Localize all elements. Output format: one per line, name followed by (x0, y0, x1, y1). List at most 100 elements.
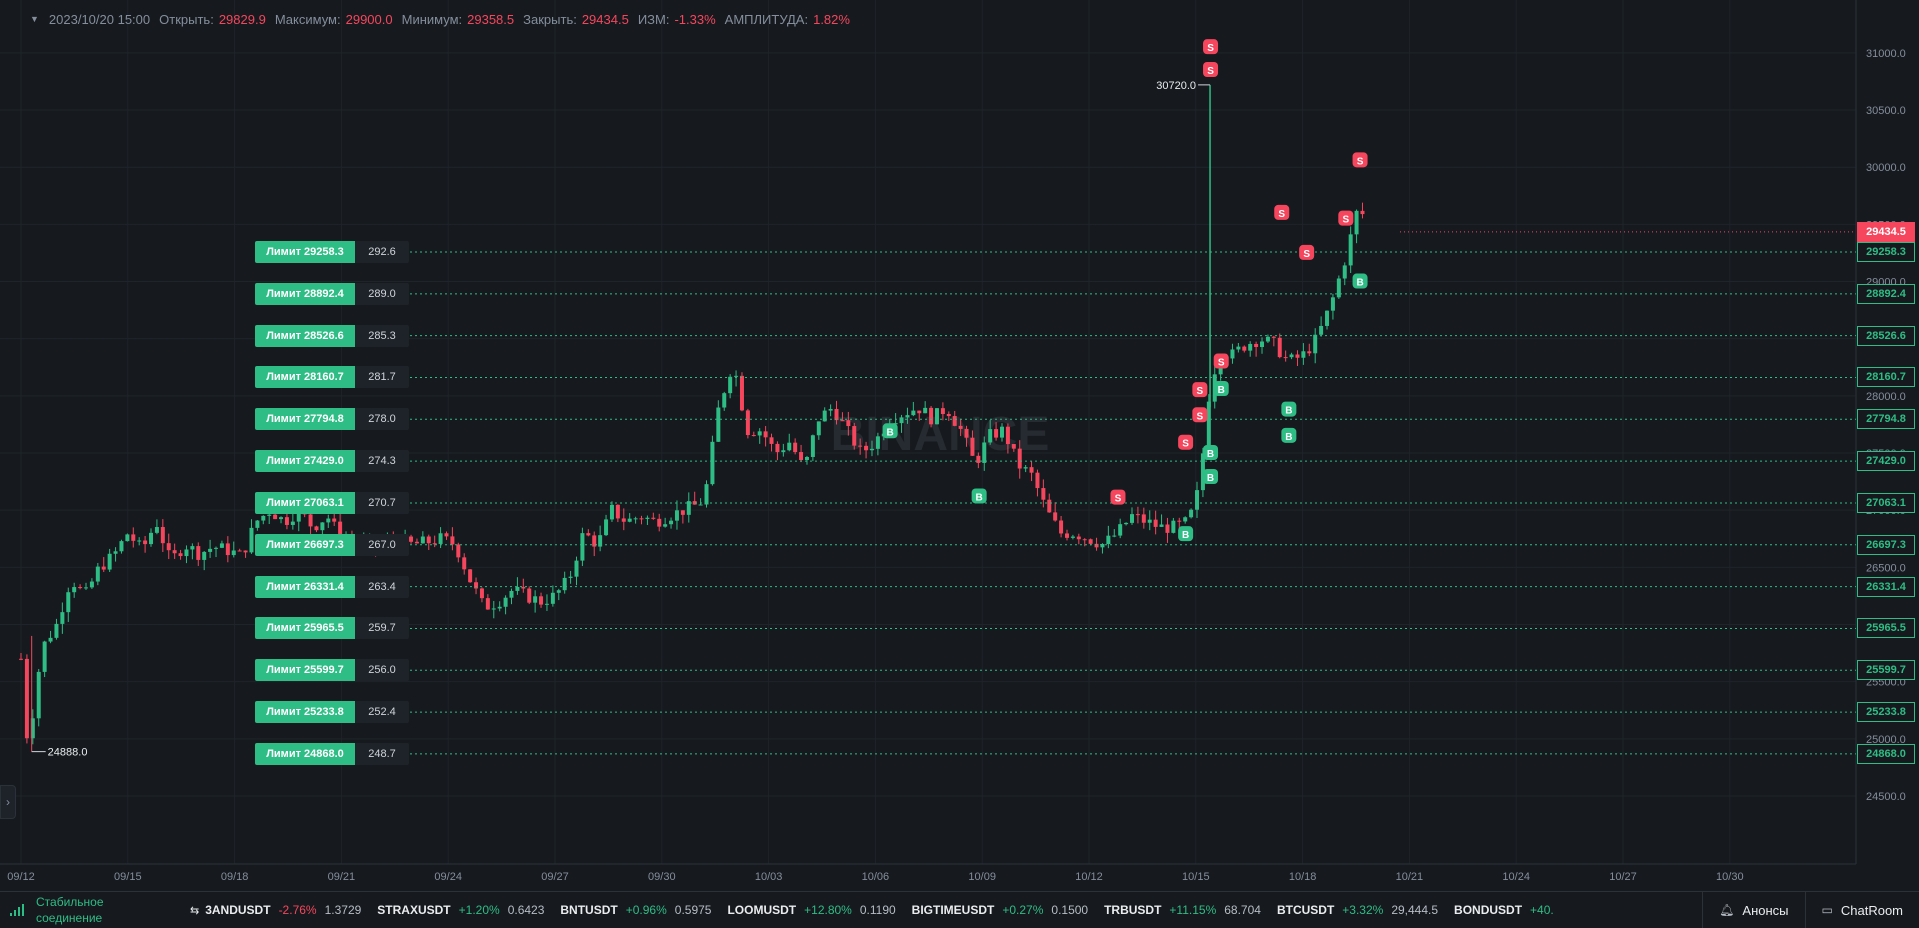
candle-body (1141, 514, 1146, 523)
limit-order-amount: 259.7 (355, 617, 409, 640)
candle-body (184, 549, 189, 557)
chatroom-button[interactable]: ▭ ChatRoom (1804, 892, 1919, 928)
candle-body (113, 551, 118, 554)
ticker-item[interactable]: STRAXUSDT +1.20% 0.6423 (377, 903, 544, 917)
x-tick-label: 10/03 (755, 871, 783, 883)
svg-text:B: B (1207, 449, 1214, 460)
ticker-item[interactable]: TRBUSDT +11.15% 68.704 (1104, 903, 1261, 917)
ticker-strip: ⇆ 3ANDUSDT -2.76% 1.3729 STRAXUSDT +1.20% 0.6… (190, 903, 1702, 917)
candle-body (710, 441, 715, 485)
candle-body (929, 407, 934, 425)
candle-body (994, 429, 999, 438)
limit-order-tag[interactable]: Лимит 28526.6 285.3 (255, 324, 409, 347)
candle-body (1153, 519, 1158, 527)
limit-order-amount: 289.0 (355, 282, 409, 305)
svg-text:S: S (1342, 215, 1349, 226)
ticker-change: +3.32% (1342, 903, 1384, 917)
sell-marker[interactable]: S (1203, 62, 1219, 78)
limit-order-tag[interactable]: Лимит 29258.3 292.6 (255, 240, 409, 263)
candle-body (474, 582, 479, 589)
sell-marker[interactable]: S (1213, 353, 1229, 369)
svg-text:S: S (1207, 66, 1214, 77)
sell-marker[interactable]: S (1110, 489, 1126, 505)
ticker-item[interactable]: BNTUSDT +0.96% 0.5975 (560, 903, 711, 917)
sell-marker[interactable]: S (1274, 204, 1290, 220)
candle-body (444, 533, 449, 537)
sell-marker[interactable]: S (1178, 434, 1194, 450)
candle-body (172, 550, 177, 554)
ticker-item[interactable]: BIGTIMEUSDT +0.27% 0.1500 (912, 903, 1088, 917)
candle-body (308, 514, 313, 527)
limit-order-tag[interactable]: Лимит 27429.0 274.3 (255, 450, 409, 473)
limit-order-tag[interactable]: Лимит 27063.1 270.7 (255, 491, 409, 514)
ohlc-legend: ▼ 2023/10/20 15:00 Открыть: 29829.9 Макс… (30, 10, 859, 28)
limit-order-tag[interactable]: Лимит 26331.4 263.4 (255, 575, 409, 598)
candle-body (651, 517, 656, 519)
candle-body (137, 540, 142, 542)
bottom-actions: 🔔︎ Анонсы ▭ ChatRoom (1702, 892, 1919, 928)
buy-marker[interactable]: B (1213, 380, 1229, 396)
candle-body (267, 514, 272, 516)
svg-text:B: B (1182, 530, 1189, 541)
candle-body (1271, 336, 1276, 338)
sell-marker[interactable]: S (1192, 407, 1208, 423)
svg-text:S: S (1207, 43, 1214, 54)
limit-order-tag[interactable]: Лимит 27794.8 278.0 (255, 408, 409, 431)
limit-order-tag[interactable]: Лимит 25233.8 252.4 (255, 701, 409, 724)
limit-price-label: 26697.3 (1857, 534, 1915, 555)
candle-body (722, 393, 727, 408)
limit-order-amount: 281.7 (355, 366, 409, 389)
buy-marker[interactable]: B (971, 488, 987, 504)
buy-marker[interactable]: B (1281, 427, 1297, 443)
limit-order-tag[interactable]: Лимит 25599.7 256.0 (255, 659, 409, 682)
candle-body (515, 586, 520, 591)
candle-body (30, 718, 35, 739)
limit-price-label: 29258.3 (1857, 241, 1915, 262)
expand-panel-button[interactable]: › (0, 785, 16, 819)
candle-body (1348, 234, 1353, 266)
candle-body (757, 431, 762, 436)
buy-marker[interactable]: B (1352, 273, 1368, 289)
candle-body (438, 533, 443, 544)
sell-marker[interactable]: S (1192, 382, 1208, 398)
close-label: Закрыть: (523, 11, 577, 27)
limit-order-tag[interactable]: Лимит 25965.5 259.7 (255, 617, 409, 640)
limit-order-label: Лимит 26697.3 (255, 533, 355, 556)
buy-marker[interactable]: B (1281, 401, 1297, 417)
announcements-button[interactable]: 🔔︎ Анонсы (1702, 892, 1804, 928)
limit-order-tag[interactable]: Лимит 28160.7 281.7 (255, 366, 409, 389)
collapse-legend-icon[interactable]: ▼ (30, 14, 39, 24)
limit-price-label: 24868.0 (1857, 743, 1915, 764)
sell-marker[interactable]: S (1299, 244, 1315, 260)
swap-icon[interactable]: ⇆ (190, 904, 200, 917)
candle-body (988, 429, 993, 443)
candle-body (976, 455, 981, 463)
candle-body (1330, 297, 1335, 311)
buy-marker[interactable]: B (1203, 469, 1219, 485)
buy-marker[interactable]: B (1203, 445, 1219, 461)
sell-marker[interactable]: S (1338, 210, 1354, 226)
ticker-price: 0.6423 (507, 903, 545, 917)
ticker-item[interactable]: 3ANDUSDT -2.76% 1.3729 (205, 903, 361, 917)
y-tick-label: 30500.0 (1866, 105, 1906, 117)
limit-order-tag[interactable]: Лимит 28892.4 289.0 (255, 282, 409, 305)
sell-marker[interactable]: S (1203, 39, 1219, 55)
candle-body (580, 533, 585, 561)
sell-marker[interactable]: S (1352, 152, 1368, 168)
candle-body (237, 550, 242, 552)
candle-body (592, 535, 597, 547)
limit-order-tag[interactable]: Лимит 26697.3 267.0 (255, 533, 409, 556)
candle-body (249, 527, 254, 553)
ticker-item[interactable]: LOOMUSDT +12.80% 0.1190 (727, 903, 895, 917)
buy-marker[interactable]: B (882, 423, 898, 439)
limit-order-tag[interactable]: Лимит 24868.0 248.7 (255, 742, 409, 765)
candle-body (964, 428, 969, 438)
x-tick-label: 09/27 (541, 871, 569, 883)
ticker-item[interactable]: BTCUSDT +3.32% 29,444.5 (1277, 903, 1438, 917)
change-label: ИЗМ: (637, 11, 670, 27)
candle-body (816, 421, 821, 436)
ticker-item[interactable]: BONDUSDT +40. (1454, 903, 1562, 917)
candle-body (781, 450, 786, 453)
buy-marker[interactable]: B (1178, 526, 1194, 542)
